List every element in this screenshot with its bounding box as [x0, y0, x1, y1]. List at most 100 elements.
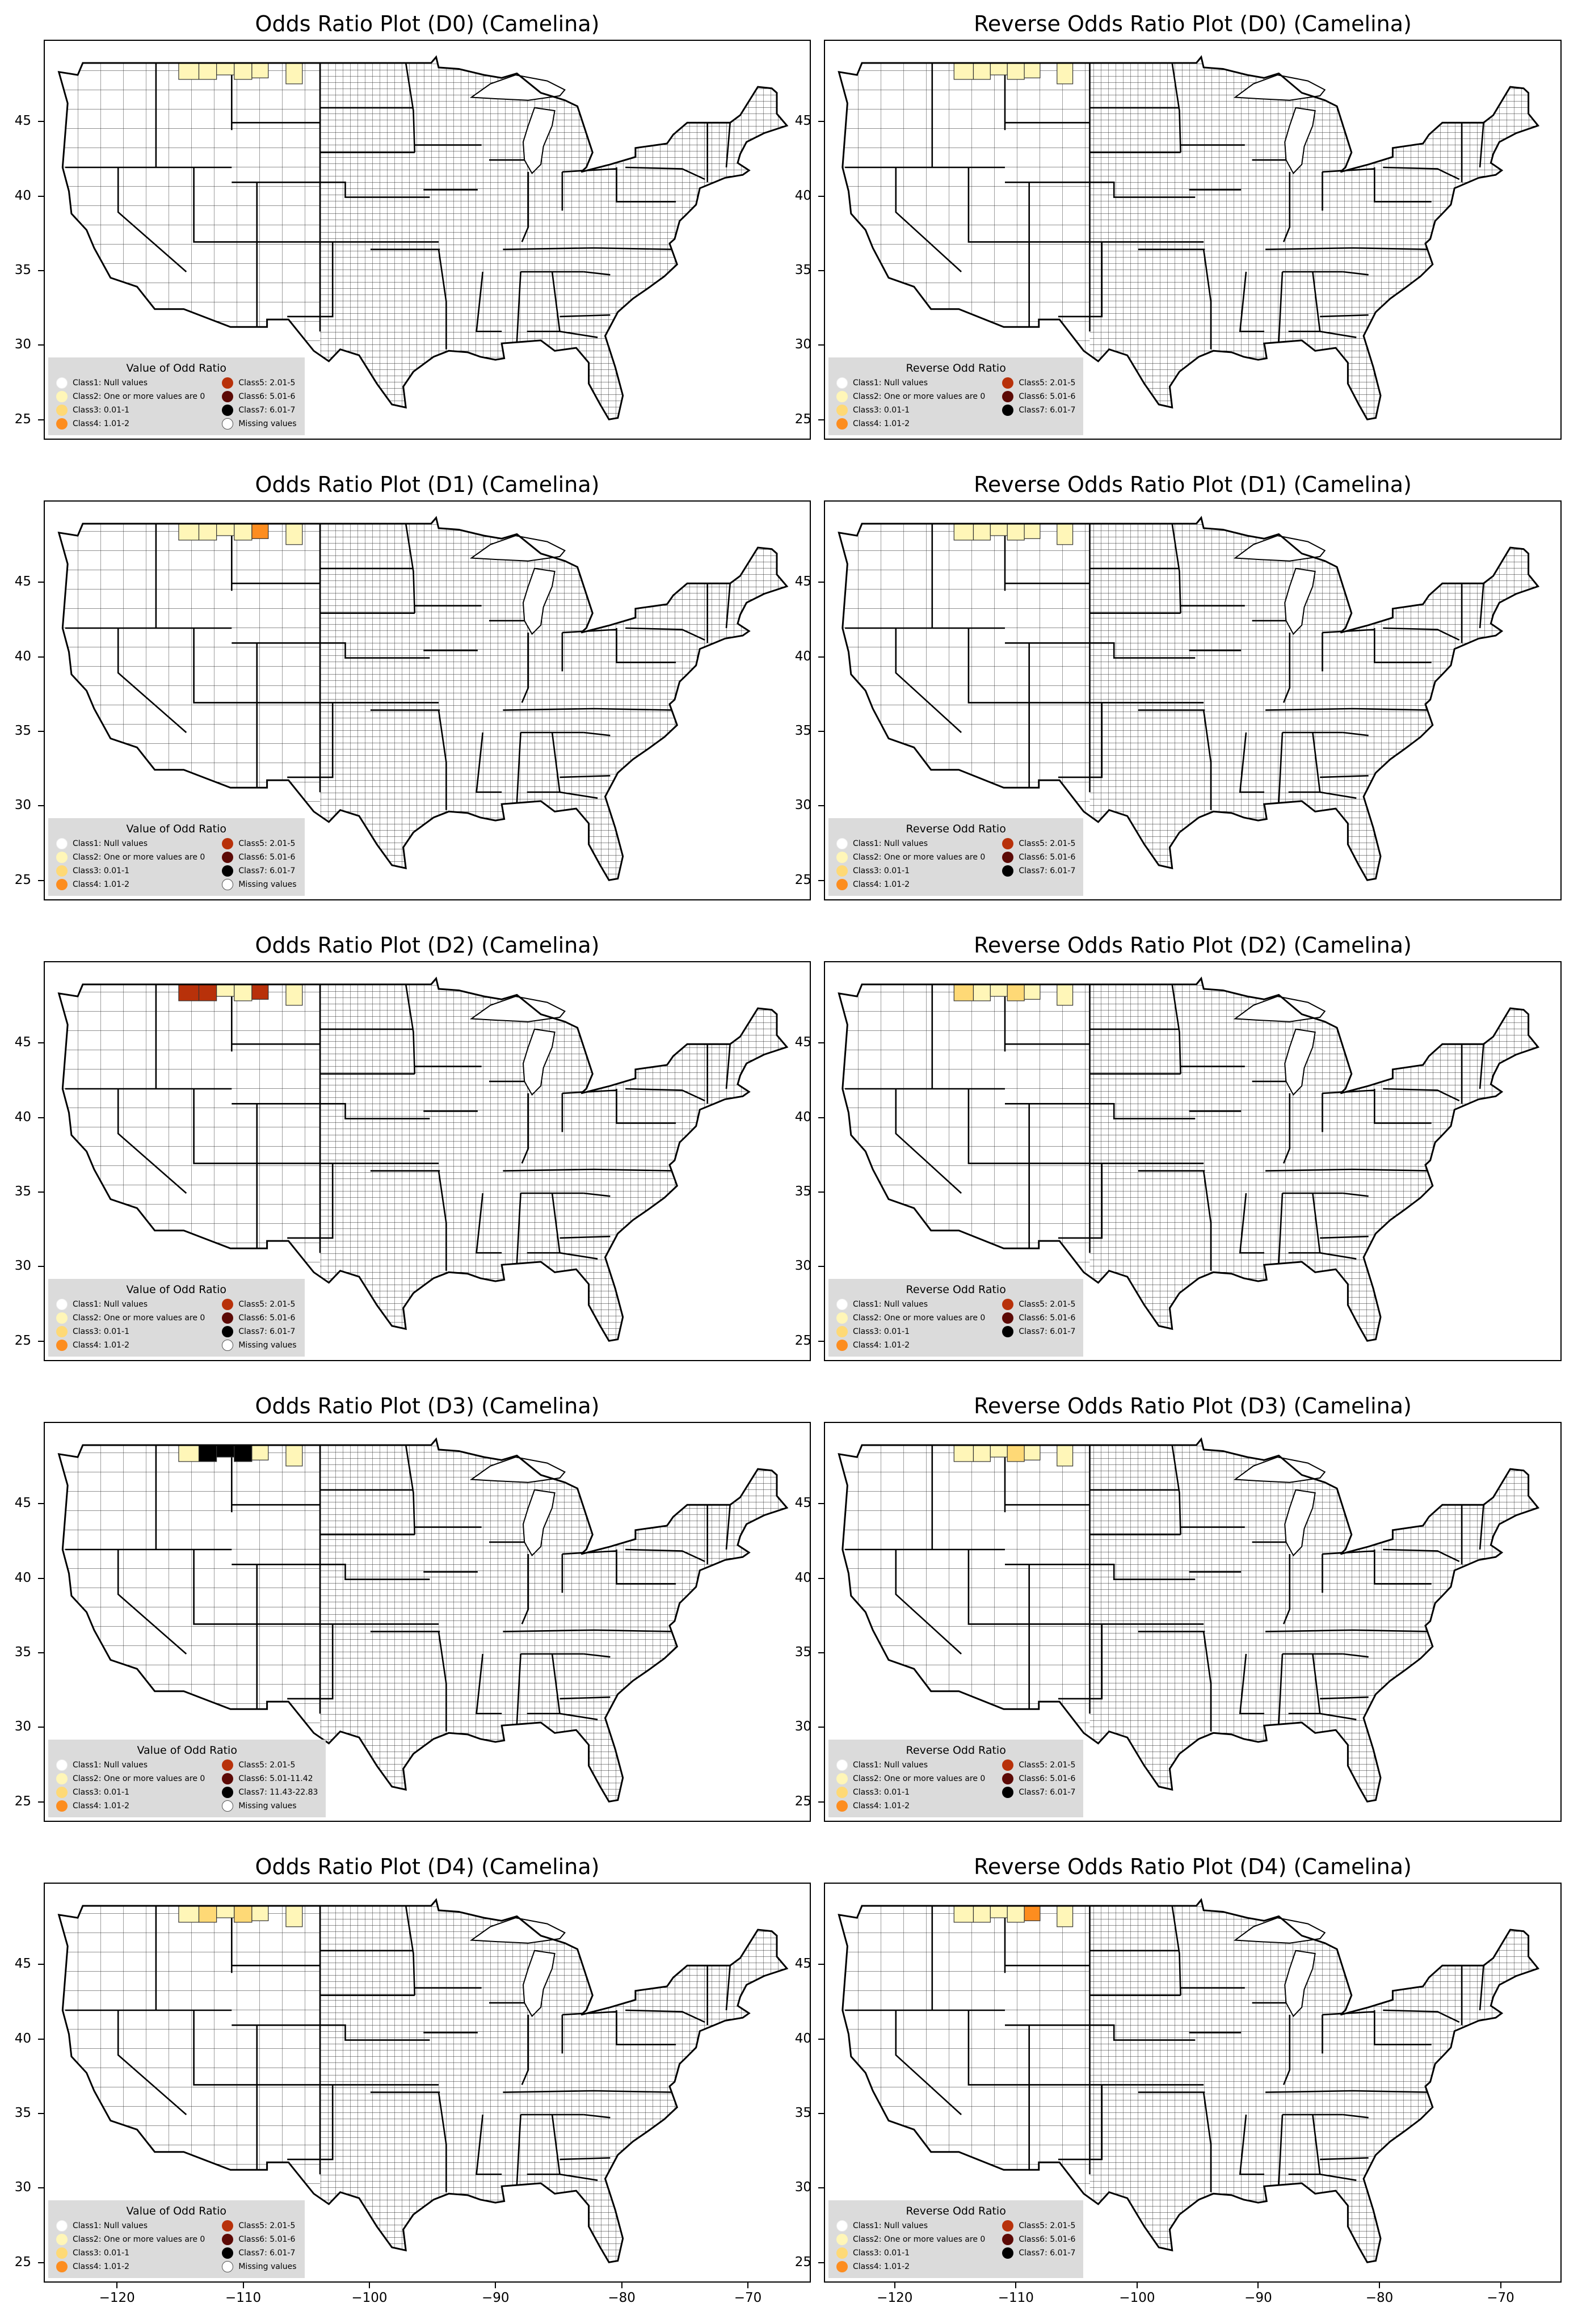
y-tick-mark [818, 419, 824, 420]
highlighted-county [198, 1445, 217, 1462]
y-tick-label: 30 [794, 798, 811, 813]
x-tick-mark [1015, 2283, 1017, 2288]
highlighted-county [1057, 1905, 1074, 1927]
y-tick-mark [818, 1964, 824, 1965]
y-tick-mark [818, 1652, 824, 1653]
legend-swatch [222, 2260, 234, 2272]
legend-title: Reverse Odd Ratio [906, 823, 1006, 835]
legend-label: Class6: 5.01-6 [238, 2234, 296, 2244]
y-tick-mark [38, 805, 44, 807]
legend-title: Value of Odd Ratio [126, 1283, 226, 1296]
legend-label: Class1: Null values [73, 2221, 148, 2230]
legend-item: Class5: 2.01-5 [1002, 2220, 1075, 2232]
panel-title: Odds Ratio Plot (D1) (Camelina) [255, 472, 600, 497]
highlighted-county [973, 1445, 991, 1462]
state-boundaries [845, 1445, 1484, 1732]
legend-label: Class1: Null values [73, 1760, 148, 1770]
y-tick-label: 35 [794, 2106, 811, 2120]
legend-label: Class7: 6.01-7 [238, 405, 296, 415]
y-tick-label: 25 [794, 1333, 811, 1348]
legend-label: Class7: 6.01-7 [238, 2248, 296, 2258]
legend-label: Class2: One or more values are 0 [853, 2234, 986, 2244]
legend-swatch [56, 2220, 68, 2232]
map-panel: Odds Ratio Plot (D0) (Camelina) Value of … [44, 11, 811, 440]
y-tick-mark [38, 121, 44, 123]
legend-label: Class6: 5.01-6 [1019, 391, 1076, 401]
legend: Value of Odd Ratio Class1: Null values Cla… [48, 1279, 305, 1357]
lake-0 [522, 107, 556, 175]
us-outline [57, 1437, 789, 1803]
map-panel: Odds Ratio Plot (D2) (Camelina) Value of … [44, 933, 811, 1361]
legend-label: Class3: 0.01-1 [73, 2248, 130, 2258]
legend-swatch [222, 1339, 234, 1351]
legend-label: Class4: 1.01-2 [73, 1801, 130, 1811]
x-tick-mark [116, 2283, 118, 2288]
y-tick-label: 30 [14, 2180, 31, 2195]
legend-swatch [222, 1800, 234, 1812]
y-tick-mark [38, 1727, 44, 1728]
legend-swatch [222, 377, 234, 389]
x-tick-mark [495, 2283, 497, 2288]
x-tick-label: −90 [482, 2291, 510, 2305]
us-county-map [838, 55, 1540, 420]
legend-label: Class5: 2.01-5 [238, 2221, 296, 2230]
legend-swatch [1002, 377, 1014, 389]
lake-0 [1284, 107, 1316, 175]
legend-label: Class2: One or more values are 0 [853, 391, 986, 401]
legend-item: Class7: 6.01-7 [1002, 1786, 1075, 1798]
y-tick-mark [818, 656, 824, 658]
y-tick-mark [818, 1117, 824, 1118]
highlighted-county [990, 62, 1008, 75]
legend-item: Class6: 5.01-6 [1002, 2233, 1075, 2245]
legend-swatch [222, 1298, 234, 1310]
legend-label: Class4: 1.01-2 [853, 1801, 910, 1811]
legend-label: Class3: 0.01-1 [853, 2248, 910, 2258]
y-tick-mark [38, 2262, 44, 2263]
legend-swatch [222, 404, 234, 416]
state-boundaries [65, 984, 731, 1271]
y-tick-label: 30 [794, 1258, 811, 1274]
legend-item: Missing values [222, 878, 297, 890]
lake-0 [522, 1489, 556, 1557]
legend-swatch [222, 1773, 234, 1784]
highlighted-county [198, 62, 217, 80]
y-tick-label: 25 [14, 2254, 31, 2270]
legend-swatch [836, 1759, 848, 1771]
legend-swatch [56, 404, 68, 416]
legend-item: Class2: One or more values are 0 [56, 1773, 205, 1784]
y-tick-mark [38, 1964, 44, 1965]
y-tick-mark [818, 2038, 824, 2040]
legend-item: Class4: 1.01-2 [836, 1339, 985, 1351]
panel-title: Reverse Odds Ratio Plot (D4) (Camelina) [974, 1854, 1412, 1879]
lake-0 [522, 1950, 556, 2018]
legend-swatch [222, 390, 234, 402]
y-tick-label: 30 [14, 337, 31, 352]
legend-label: Class2: One or more values are 0 [853, 852, 986, 862]
us-outline [838, 1898, 1540, 2263]
legend-label: Class2: One or more values are 0 [73, 1774, 205, 1783]
y-tick-mark [38, 1117, 44, 1118]
x-tick-label: −120 [877, 2291, 913, 2305]
legend-title: Value of Odd Ratio [126, 823, 226, 835]
y-tick-mark [38, 1577, 44, 1579]
x-tick-label: −70 [1487, 2291, 1514, 2305]
legend-item: Class3: 0.01-1 [836, 865, 985, 877]
us-county-map [838, 1437, 1540, 1803]
legend: Reverse Odd Ratio Class1: Null values Clas… [828, 2200, 1084, 2278]
y-tick-label: 25 [14, 872, 31, 887]
y-tick-label: 40 [14, 649, 31, 664]
lake-1 [1233, 996, 1326, 1022]
legend-swatch [1002, 1298, 1014, 1310]
legend-item: Class6: 5.01-6 [1002, 1312, 1075, 1324]
highlighted-county [285, 984, 303, 1006]
y-tick-label: 40 [14, 188, 31, 203]
legend-item: Class2: One or more values are 0 [836, 1312, 985, 1324]
legend-item: Class4: 1.01-2 [836, 418, 985, 430]
legend-swatch [56, 1339, 68, 1351]
legend-item: Class6: 5.01-6 [222, 390, 296, 402]
y-tick-label: 45 [14, 113, 31, 129]
state-boundaries [845, 62, 1484, 350]
highlighted-county [216, 984, 235, 997]
y-tick-mark [38, 1192, 44, 1193]
legend-swatch [56, 1325, 68, 1337]
